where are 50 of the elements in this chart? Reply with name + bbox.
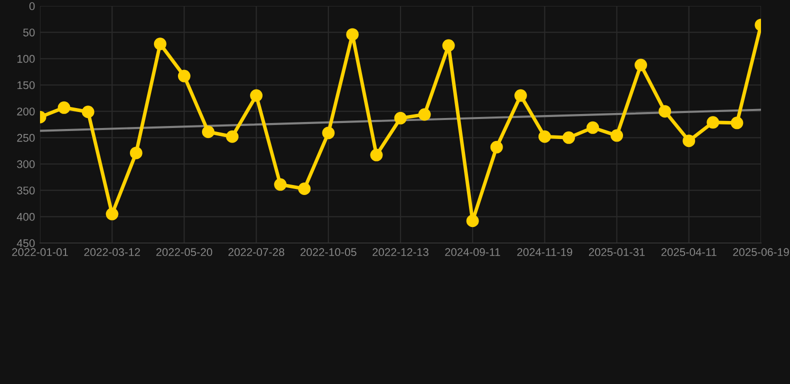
point [706,116,720,129]
x-tick-label: 2022-07-28 [228,248,284,256]
y-tick-label: 300 [17,160,35,168]
point [322,126,335,140]
x-tick-label: 2025-01-31 [588,248,645,256]
y-tick-label: 250 [17,134,35,142]
x-tick-label: 2025-06-19 [733,248,789,256]
y-tick-label: 100 [17,54,35,63]
point [178,70,190,82]
point [538,130,551,143]
y-tick-label: 400 [16,212,35,221]
point [586,121,600,134]
point [370,148,383,162]
point [442,39,455,52]
x-tick-label: 2022-10-05 [300,248,356,256]
x-tick-label: 2022-03-12 [84,248,140,256]
point [202,126,214,138]
point [106,208,118,220]
point [82,106,94,118]
point [226,130,239,143]
point [346,28,359,41]
point [730,116,744,130]
point [394,112,407,124]
y-tick-label: 150 [17,81,35,90]
point [58,101,70,114]
x-tick-label: 2024-09-11 [445,248,500,256]
point [490,140,503,154]
point [298,182,311,196]
point [154,38,166,50]
y-tick-label: 200 [17,108,35,116]
point [274,178,287,191]
point [658,105,672,118]
point [250,89,263,102]
point [610,129,624,142]
point [682,134,696,148]
x-tick-label: 2024-11-19 [517,248,572,256]
x-tick-label: 2025-04-11 [661,248,716,256]
x-tick-label: 2022-01-01 [12,248,68,256]
y-tick-label: 50 [23,28,35,36]
point [130,146,142,160]
y-tick-label: 350 [17,186,35,194]
y-tick-label: 450 [16,239,35,248]
y-tick-label: 0 [29,2,35,10]
point [514,89,527,102]
x-tick-label: 2022-12-13 [372,248,428,256]
point [466,214,479,228]
point [562,131,575,144]
x-tick-label: 2022-05-20 [156,248,212,256]
point [634,58,648,72]
point [418,108,431,121]
